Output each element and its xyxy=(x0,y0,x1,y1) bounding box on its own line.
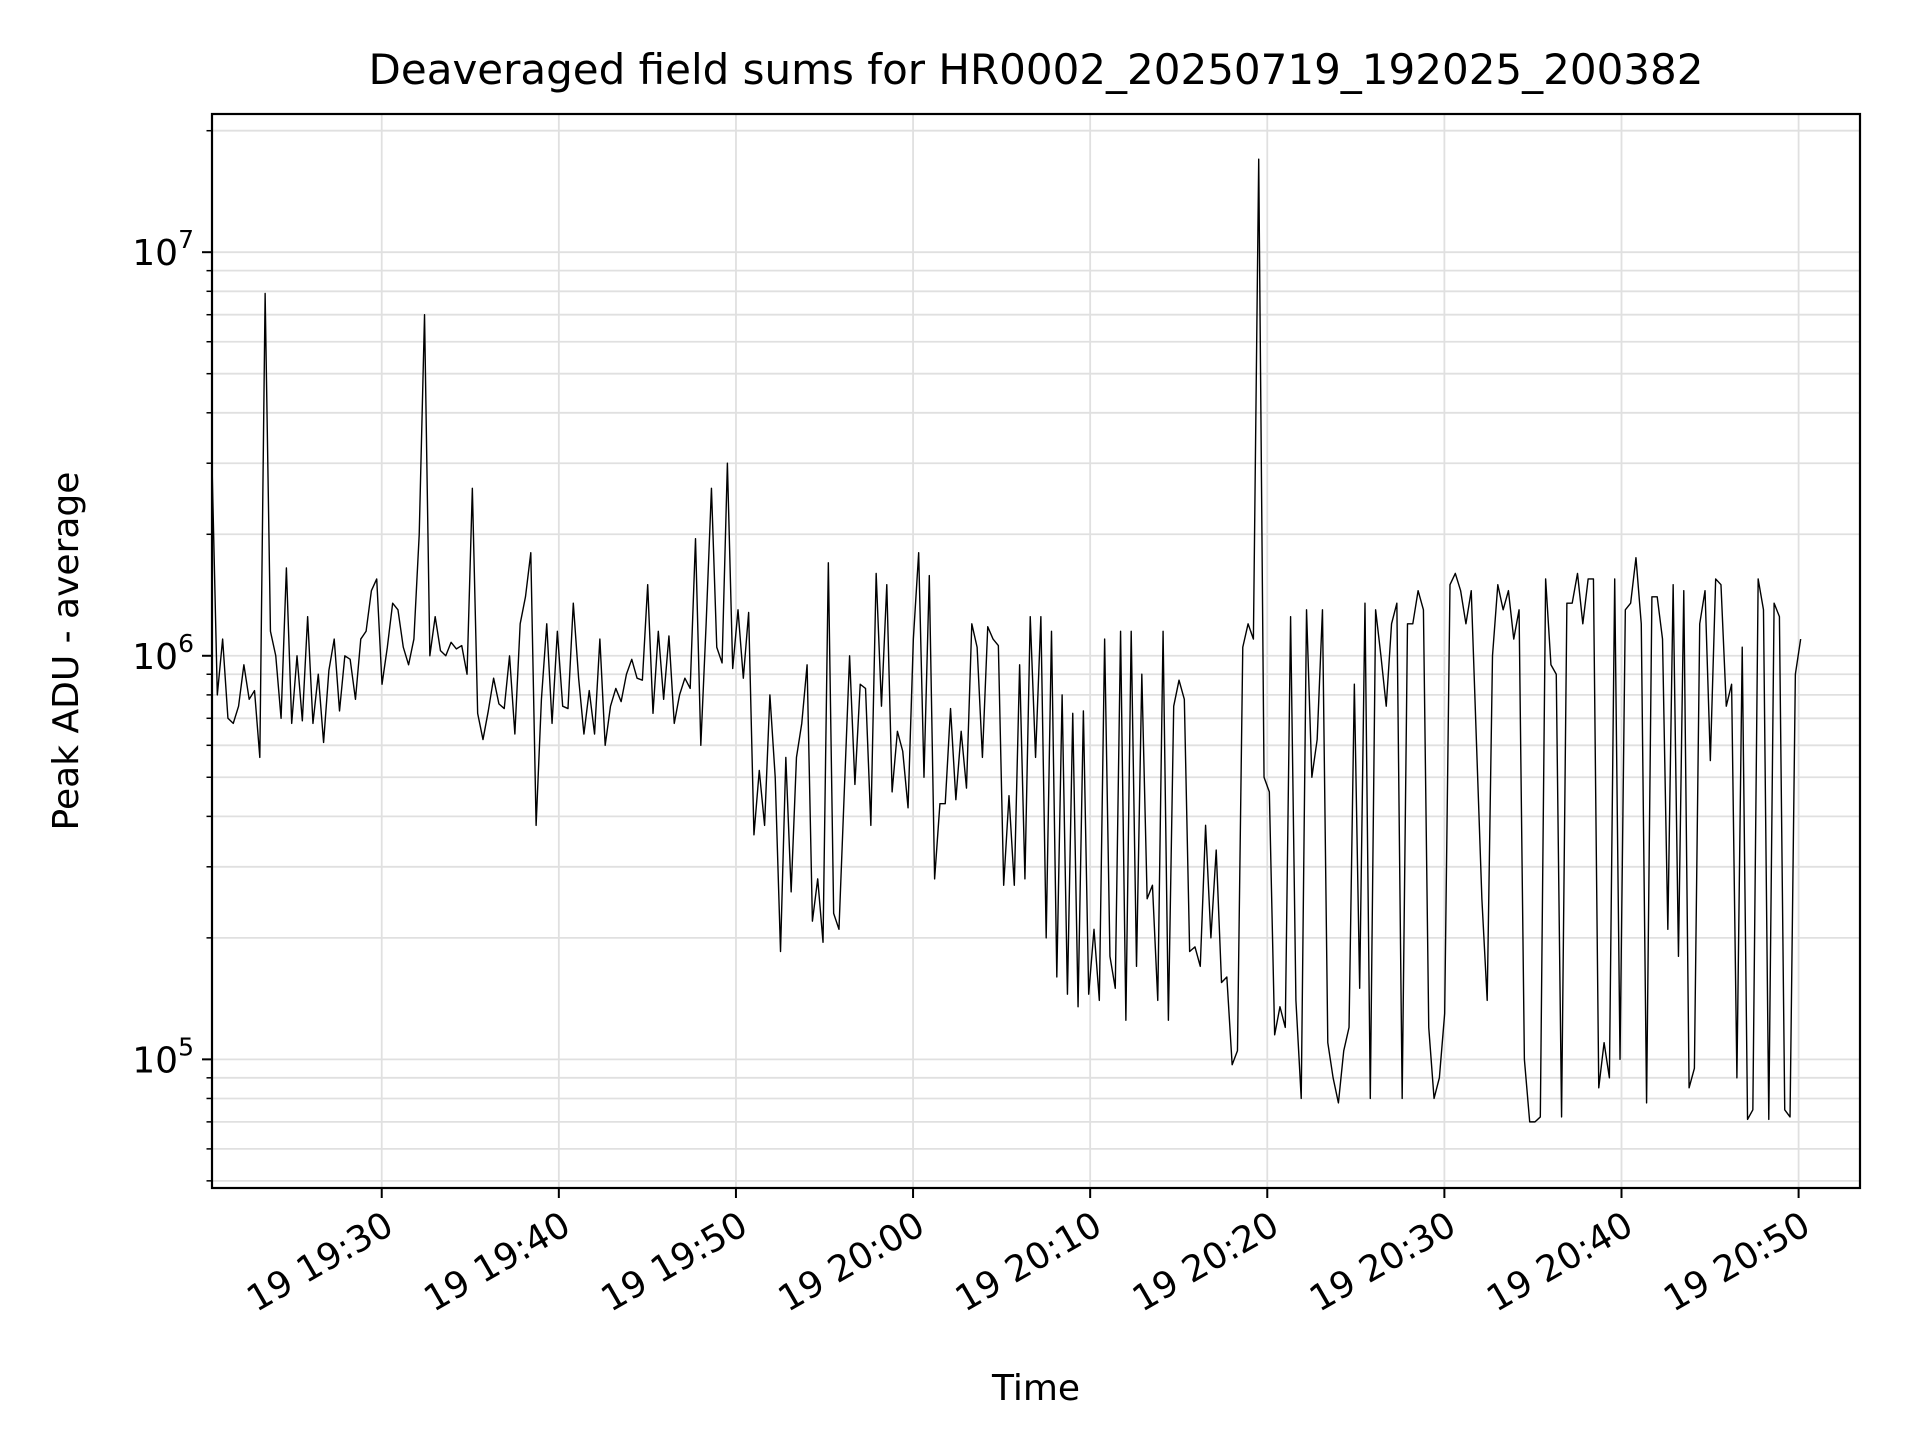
y-tick-label: 105 xyxy=(132,1032,194,1081)
chart-title: Deaveraged field sums for HR0002_2025071… xyxy=(369,45,1704,94)
plot-frame xyxy=(210,112,1862,1190)
y-axis-label: Peak ADU - average xyxy=(46,472,87,831)
y-axis: 105 106 107 xyxy=(132,129,212,1182)
y-tick-label: 107 xyxy=(132,225,194,274)
x-axis-label: Time xyxy=(991,1368,1080,1409)
series-line xyxy=(211,158,1802,1123)
y-tick-label: 106 xyxy=(132,629,194,678)
series-line-group xyxy=(211,158,1802,1123)
